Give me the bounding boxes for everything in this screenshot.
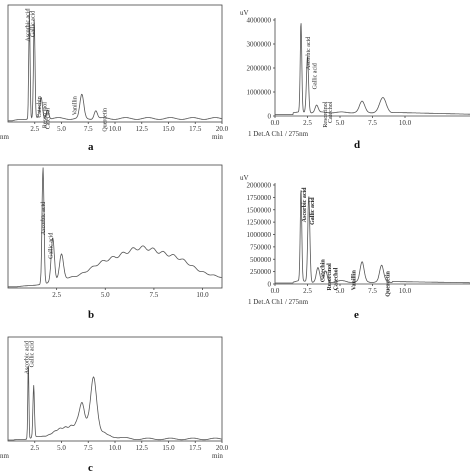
peak-label: Catechol (328, 101, 334, 123)
x-tick-label: 2.5 (30, 444, 39, 452)
peak-label: Gallic acid (30, 341, 36, 367)
peak-label: Resorcinol (43, 102, 49, 128)
chromatogram-trace (275, 190, 470, 284)
panel-c-letter: c (88, 462, 93, 474)
y-tick-label: 1500000 (247, 206, 272, 214)
y-tick-label: 750000 (250, 243, 272, 251)
peak-label: Gallic acid (31, 11, 37, 37)
x-tick-label: 2.5 (303, 119, 312, 127)
y-unit-label: uV (240, 174, 249, 182)
x-tick-label: 2.5 (303, 287, 312, 295)
x-tick-label: 20.0 (216, 125, 229, 133)
x-tick-label: 5.0 (101, 291, 110, 299)
y-tick-label: 1000000 (247, 89, 272, 97)
peak-label: Resorcinol (327, 263, 333, 291)
y-tick-label: 0 (268, 281, 272, 289)
x-tick-label: 7.5 (150, 291, 159, 299)
x-tick-label: 2.5 (30, 125, 39, 133)
x-unit-label: min (212, 452, 223, 460)
y-tick-label: 2000000 (247, 182, 272, 190)
plot-frame (7, 336, 223, 442)
x-tick-label: 0.0 (271, 287, 280, 295)
y-tick-label: 250000 (250, 268, 272, 276)
x-tick-label: 15.0 (162, 444, 175, 452)
x-tick-label: 20.0 (216, 444, 229, 452)
panel-e-letter: e (354, 309, 359, 321)
x-tick-label: 10.0 (399, 119, 412, 127)
x-tick-label: 5.0 (336, 287, 345, 295)
wavelength-unit-label: nm (0, 133, 10, 141)
x-tick-label: 5.0 (57, 444, 66, 452)
x-tick-label: 17.5 (189, 125, 202, 133)
y-tick-label: 1250000 (247, 219, 272, 227)
chromatogram-trace (8, 11, 223, 122)
chromatogram-trace (8, 366, 223, 441)
detector-label: 1 Det.A Ch1 / 275nm (248, 298, 309, 306)
x-tick-label: 0.0 (271, 119, 280, 127)
y-unit-label: uV (240, 9, 249, 17)
peak-label: Ascorbic acid (25, 9, 31, 42)
peak-label: Ascorbic acid (24, 341, 30, 374)
y-tick-label: 500000 (250, 256, 272, 264)
peak-label: Catechol (333, 267, 339, 290)
chromatogram-trace (8, 167, 223, 288)
y-tick-label: 4000000 (247, 17, 272, 25)
chromatogram-trace (275, 23, 470, 115)
peak-label: Catechin (320, 259, 326, 283)
y-tick-label: 2000000 (247, 65, 272, 73)
peak-label: Quercetin (102, 108, 108, 132)
peak-label: Vanillin (72, 96, 78, 115)
y-tick-label: 0 (268, 113, 272, 121)
y-tick-label: 1000000 (247, 231, 272, 239)
x-tick-label: 2.5 (52, 291, 61, 299)
x-tick-label: 17.5 (189, 444, 202, 452)
y-tick-label: 1750000 (247, 194, 272, 202)
x-tick-label: 10.0 (109, 444, 122, 452)
x-unit-label: min (212, 133, 223, 141)
peak-label: Ascorbic acid (306, 37, 312, 70)
x-tick-label: 10.0 (109, 125, 122, 133)
x-tick-label: 5.0 (336, 119, 345, 127)
peak-label: Gallic acid (313, 63, 319, 89)
panel-d-letter: d (354, 139, 360, 151)
x-tick-label: 15.0 (162, 125, 175, 133)
peak-label: Vanillin (352, 269, 358, 290)
plot-frame (7, 164, 223, 289)
x-tick-label: 10.0 (399, 287, 412, 295)
x-tick-label: 12.5 (136, 444, 149, 452)
peak-label: Catechol (46, 108, 52, 130)
peak-label: Ascorbic acid (41, 202, 47, 235)
peak-label: Quercetin (385, 270, 391, 296)
x-tick-label: 5.0 (57, 125, 66, 133)
x-tick-label: 7.5 (368, 119, 377, 127)
peak-label: Ascorbic acid (302, 187, 308, 222)
peak-label: Gallic acid (310, 197, 316, 225)
x-tick-label: 12.5 (136, 125, 149, 133)
peak-label: Catechin (37, 96, 43, 117)
x-tick-label: 7.5 (84, 125, 93, 133)
wavelength-unit-label: nm (0, 452, 10, 460)
peak-label: Gallic acid (49, 233, 55, 259)
y-tick-label: 3000000 (247, 41, 272, 49)
panel-a-letter: a (88, 141, 94, 153)
x-tick-label: 7.5 (84, 444, 93, 452)
x-tick-label: 7.5 (368, 287, 377, 295)
panel-b-letter: b (88, 309, 94, 321)
detector-label: 1 Det.A Ch1 / 275nm (248, 130, 309, 138)
peak-label: Resorcinol (323, 101, 329, 127)
x-tick-label: 10.0 (196, 291, 209, 299)
